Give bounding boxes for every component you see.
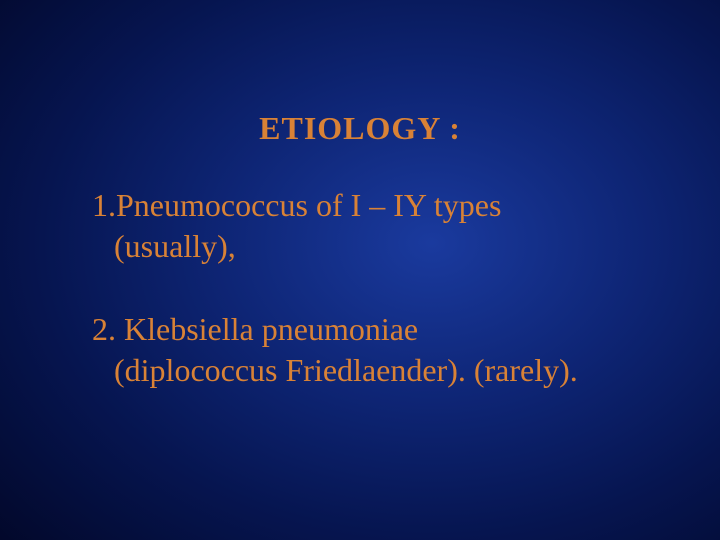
item-line: 1.Pneumococcus of I – IY types (92, 185, 660, 226)
item-line: (diplococcus Friedlaender). (rarely). (92, 350, 660, 391)
list-item: 2. Klebsiella pneumoniae (diplococcus Fr… (92, 309, 660, 391)
item-line: 2. Klebsiella pneumoniae (92, 309, 660, 350)
slide: ETIOLOGY : 1.Pneumococcus of I – IY type… (0, 0, 720, 540)
slide-body: 1.Pneumococcus of I – IY types (usually)… (92, 185, 660, 433)
item-line: (usually), (92, 226, 660, 267)
list-item: 1.Pneumococcus of I – IY types (usually)… (92, 185, 660, 267)
slide-title: ETIOLOGY : (0, 110, 720, 147)
